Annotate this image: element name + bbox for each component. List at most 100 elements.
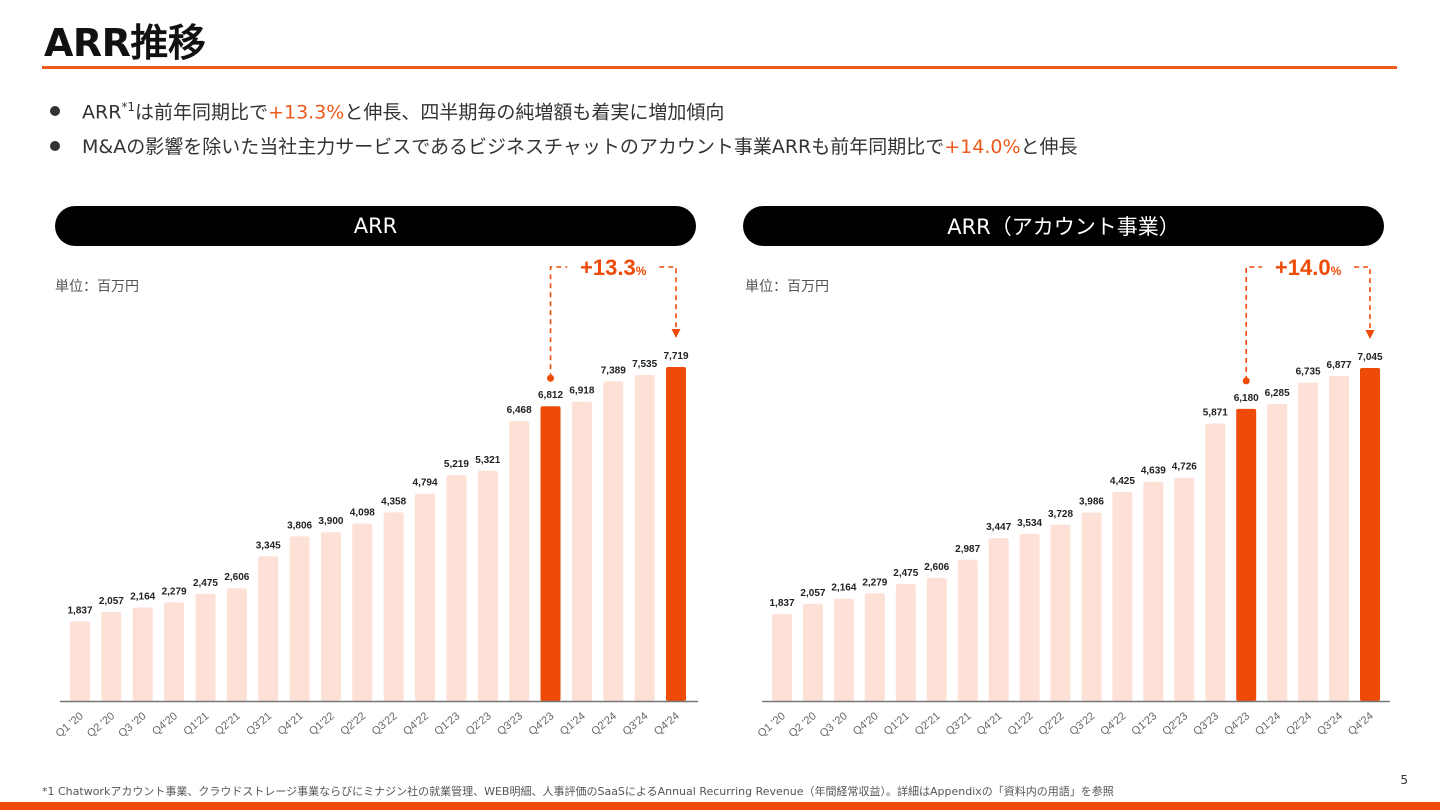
data-label: 5,871 [1203,407,1228,418]
bar-Q320 [833,598,854,701]
x-tick-label: Q2 '20 [787,710,819,740]
data-label: 2,164 [130,591,155,602]
data-label: 3,534 [1017,518,1042,529]
bar-Q124 [1267,403,1288,701]
bar-Q422 [1112,491,1133,701]
growth-bracket-right [1354,266,1371,330]
growth-bracket-left [549,266,568,379]
data-label: 3,986 [1079,497,1104,508]
bar-Q121 [895,584,916,701]
x-tick-label: Q3'22 [370,710,400,738]
x-tick-label: Q2'23 [464,710,494,738]
bar-Q223 [477,470,498,701]
bar-Q221 [926,577,947,701]
unit-label: 単位：百万円 [745,279,829,295]
bar-Q224 [1298,382,1319,701]
bar-Q222 [352,523,373,701]
x-tick-label: Q4'22 [1098,710,1128,738]
bar-Q323 [509,421,530,701]
bar-Q223 [1174,477,1195,701]
data-label: 4,726 [1172,462,1197,473]
bar-Q220 [802,603,823,701]
bullet-item: M&Aの影響を除いた当社主力サービスであるビジネスチャットのアカウント事業ARR… [50,134,1078,174]
x-tick-label: Q3'23 [1191,710,1221,738]
x-tick-label: Q3'24 [621,710,651,738]
x-tick-label: Q2'21 [213,710,243,738]
bar-Q123 [446,475,467,701]
bar-Q322 [1081,512,1102,701]
data-label: 2,057 [800,588,825,599]
x-tick-label: Q2'22 [338,710,368,738]
bar-Q222 [1050,524,1071,701]
bar-Q220 [101,611,122,701]
bar-Q123 [1143,481,1164,701]
data-label: 4,098 [350,508,375,519]
data-label: 4,639 [1141,466,1166,477]
data-label: 3,447 [986,522,1011,533]
data-label: 2,279 [162,586,187,597]
data-label: 2,475 [193,578,218,589]
data-label: 7,719 [663,351,688,362]
data-label: 7,389 [601,365,626,376]
data-label: 3,806 [287,520,312,531]
x-tick-label: Q3'24 [1315,710,1345,738]
growth-rate-label: +13.3% [580,255,647,280]
data-label: 1,837 [769,598,794,609]
x-tick-label: Q2'21 [913,710,943,738]
data-label: 4,794 [413,478,438,489]
chart-title: ARR（アカウント事業） [947,215,1180,239]
bar-Q324 [1329,375,1350,701]
bar-Q322 [383,512,404,701]
bullet-dot-icon [50,140,60,151]
bar-Q121 [195,593,216,701]
bar-Q423 [1236,408,1257,701]
x-tick-label: Q1'24 [558,710,588,738]
footnote: *1 Chatworkアカウント事業、クラウドストレージ事業ならびにミナジン社の… [42,785,1114,798]
data-label: 6,735 [1296,367,1321,378]
x-tick-label: Q2'23 [1160,710,1190,738]
x-tick-label: Q3 '20 [818,710,850,740]
data-label: 4,358 [381,496,406,507]
account-arr-bar-chart: 1,837 Q1 '20 2,057 Q2 '20 2,164 Q3 '20 2,279 Q4… [756,255,1390,740]
bar-Q124 [571,401,592,701]
x-tick-label: Q3 '20 [116,710,148,740]
page-title: ARR推移 [44,21,206,65]
bullet-text: ARR [82,101,122,124]
bar-Q421 [289,536,310,701]
bullet-item: ARR*1は前年同期比で+13.3%と伸長、四半期毎の純増額も着実に増加傾向 [50,94,1078,134]
data-label: 6,285 [1265,388,1290,399]
bar-Q420 [864,593,885,701]
x-tick-label: Q4'21 [975,710,1005,738]
data-label: 4,425 [1110,476,1135,487]
bullet-text: は前年同期比で [135,101,269,124]
growth-rate-label: +14.0% [1275,255,1342,280]
x-tick-label: Q4'22 [401,710,431,738]
bar-Q423 [540,406,561,701]
bar-Q421 [988,538,1009,701]
data-label: 2,475 [893,568,918,579]
x-tick-label: Q3'22 [1067,710,1097,738]
bar-Q424 [1360,368,1380,701]
data-label: 2,057 [99,596,124,607]
x-tick-label: Q1 '20 [54,710,86,740]
x-tick-label: Q3'21 [944,710,974,738]
bullet-text: と伸長 [1020,136,1078,158]
data-label: 6,877 [1327,360,1352,371]
x-tick-label: Q1'24 [1253,710,1283,738]
x-tick-label: Q4'24 [1346,710,1376,738]
x-tick-label: Q1'21 [181,710,211,738]
x-tick-label: Q4'23 [527,710,557,738]
data-label: 1,837 [67,606,92,617]
x-tick-label: Q2 '20 [85,710,117,740]
bar-Q324 [634,374,655,701]
bullet-highlight: +14.0% [944,136,1021,158]
bar-Q120 [70,621,90,701]
x-tick-label: Q1'22 [1006,710,1036,738]
bottom-accent-bar [0,802,1440,810]
chart-title-pill-arr: ARR [55,206,696,246]
data-label: 5,321 [475,455,500,466]
unit-label: 単位：百万円 [55,279,139,295]
chart-title: ARR [353,214,398,238]
bar-Q323 [1205,423,1226,701]
data-label: 2,279 [862,577,887,588]
